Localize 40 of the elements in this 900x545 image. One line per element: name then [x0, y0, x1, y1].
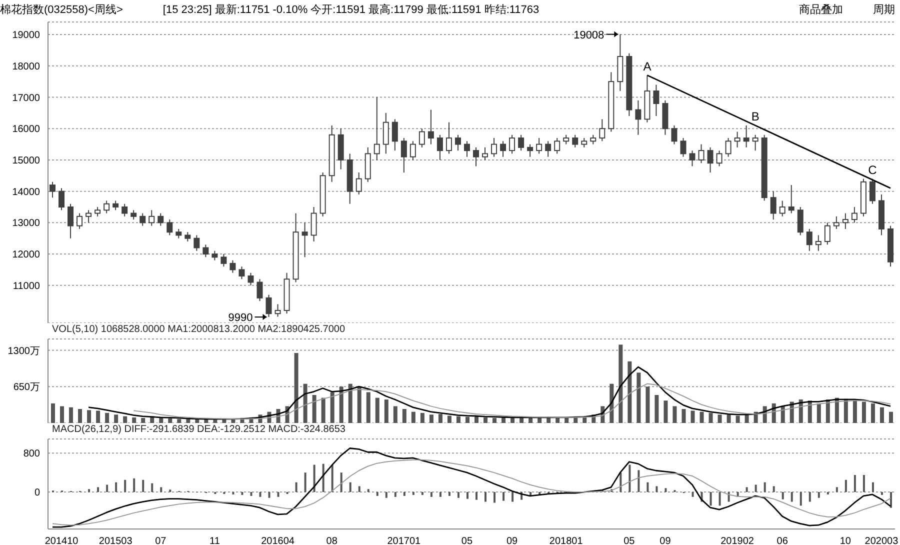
x-tick-label: 06	[776, 536, 788, 545]
x-tick-label: 201801	[549, 536, 584, 545]
x-tick-label: 10	[840, 536, 852, 545]
y-tick-label: 15000	[12, 156, 40, 167]
x-tick-label: 201503	[98, 536, 133, 545]
chart-subtitle: [15 23:25] 最新:11751 -0.10% 今开:11591 最高:11799 最低:11591 昨结:11763	[162, 2, 540, 17]
x-tick-label: 202003	[864, 536, 899, 545]
y-tick-label: 12000	[12, 250, 40, 261]
text: 商品叠加	[799, 2, 843, 17]
annotation: C	[868, 162, 878, 177]
x-tick-label: 09	[506, 536, 518, 545]
chart-title: VOL(5,10) 1068528.0000 MA1:2000813.2000 MA2:1890425.7000	[52, 324, 346, 335]
y-tick-label: 17000	[12, 92, 40, 104]
y-tick-label: 800	[23, 448, 40, 460]
text: 周期	[873, 3, 895, 17]
annotation: 9990	[228, 312, 253, 324]
x-tick-label: 09	[660, 536, 672, 545]
y-tick-label: 16000	[12, 124, 40, 136]
y-tick-label: 11000	[12, 280, 40, 292]
x-tick-label: 201410	[44, 536, 79, 545]
x-tick-label: 05	[461, 536, 473, 545]
x-tick-label: 201701	[387, 536, 422, 545]
y-tick-label: 13000	[12, 218, 40, 230]
y-tick-label: 19000	[12, 30, 40, 42]
x-tick-label: 05	[624, 536, 636, 545]
x-tick-label: 201604	[261, 536, 295, 545]
y-tick-label: 650万	[13, 382, 40, 394]
y-tick-label: 14000	[12, 186, 40, 198]
y-tick-label: 18000	[12, 61, 40, 72]
x-tick-label: 07	[155, 536, 167, 545]
x-tick-label: 08	[326, 536, 338, 545]
chart-title: MACD(26,12,9) DIFF:-291.6839 DEA:-129.2512 MACD:-324.8653	[52, 424, 346, 435]
annotation: A	[643, 59, 652, 74]
y-tick-label: 0	[34, 488, 40, 499]
x-tick-label: 11	[210, 536, 220, 545]
y-tick-label: 1300万	[8, 346, 40, 357]
x-tick-label: 201902	[720, 536, 754, 545]
chart-title: 棉花指数(032558)<周线>	[0, 3, 123, 17]
annotation: B	[751, 109, 760, 124]
annotation: 19008	[574, 29, 604, 42]
